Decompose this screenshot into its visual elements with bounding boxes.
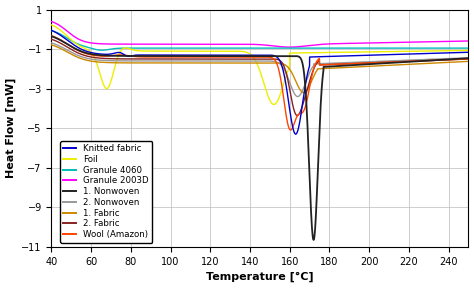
2. Nonwoven — [96, 58, 102, 62]
Line: Wool (Amazon): Wool (Amazon) — [52, 36, 468, 130]
Foil — [121, 47, 127, 50]
Granule 4060 — [121, 46, 127, 50]
2. Fabric — [457, 58, 463, 61]
Granule 2003D — [457, 39, 463, 43]
2. Nonwoven — [413, 58, 419, 62]
Foil — [271, 103, 277, 106]
Knitted fabric — [49, 29, 55, 32]
2. Nonwoven — [295, 95, 301, 98]
Foil — [96, 69, 102, 72]
2. Nonwoven — [465, 56, 471, 60]
Knitted fabric — [121, 53, 127, 56]
1. Fabric — [301, 91, 307, 94]
Granule 4060 — [209, 46, 214, 50]
Granule 4060 — [457, 46, 463, 50]
Line: Knitted fabric: Knitted fabric — [52, 30, 468, 134]
2. Fabric — [227, 57, 232, 61]
2. Fabric — [49, 37, 55, 41]
Wool (Amazon) — [121, 53, 127, 57]
1. Fabric — [121, 61, 127, 65]
Granule 2003D — [465, 39, 471, 43]
2. Nonwoven — [457, 56, 463, 60]
1. Nonwoven — [96, 53, 102, 57]
Granule 4060 — [413, 46, 419, 50]
Knitted fabric — [227, 53, 232, 57]
2. Fabric — [96, 56, 102, 60]
Foil — [209, 49, 214, 53]
Foil — [413, 50, 419, 53]
2. Fabric — [465, 57, 471, 61]
1. Nonwoven — [121, 54, 127, 58]
Foil — [49, 23, 55, 27]
Granule 2003D — [287, 46, 292, 49]
Granule 2003D — [121, 42, 127, 46]
1. Nonwoven — [311, 238, 317, 242]
Wool (Amazon) — [49, 34, 55, 37]
Wool (Amazon) — [288, 128, 293, 132]
Line: 2. Nonwoven: 2. Nonwoven — [52, 43, 468, 96]
2. Nonwoven — [121, 59, 127, 62]
Line: Granule 4060: Granule 4060 — [52, 31, 468, 50]
Granule 4060 — [465, 46, 471, 50]
Knitted fabric — [209, 53, 214, 57]
1. Nonwoven — [413, 60, 419, 63]
Granule 2003D — [413, 40, 419, 44]
1. Fabric — [209, 61, 214, 65]
1. Nonwoven — [209, 54, 214, 58]
Knitted fabric — [457, 51, 463, 54]
Line: 1. Fabric: 1. Fabric — [52, 45, 468, 93]
Granule 4060 — [49, 29, 55, 33]
1. Nonwoven — [465, 56, 471, 60]
Wool (Amazon) — [413, 59, 419, 63]
1. Fabric — [49, 43, 55, 47]
2. Fabric — [121, 57, 127, 61]
Granule 4060 — [99, 48, 105, 52]
Foil — [457, 49, 463, 52]
Wool (Amazon) — [209, 55, 214, 59]
Knitted fabric — [465, 50, 471, 54]
Knitted fabric — [96, 52, 102, 56]
1. Fabric — [96, 60, 102, 64]
1. Nonwoven — [457, 57, 463, 60]
1. Fabric — [227, 61, 232, 65]
2. Fabric — [413, 59, 419, 63]
Line: 1. Nonwoven: 1. Nonwoven — [52, 36, 468, 240]
2. Nonwoven — [209, 59, 214, 63]
2. Nonwoven — [227, 59, 232, 63]
Line: Granule 2003D: Granule 2003D — [52, 22, 468, 47]
Granule 2003D — [49, 20, 55, 23]
Wool (Amazon) — [457, 58, 463, 61]
Granule 2003D — [96, 42, 102, 46]
Y-axis label: Heat Flow [mW]: Heat Flow [mW] — [6, 78, 16, 178]
Wool (Amazon) — [227, 55, 232, 59]
1. Fabric — [457, 60, 463, 63]
Foil — [465, 49, 471, 52]
2. Fabric — [209, 57, 214, 61]
1. Nonwoven — [49, 35, 55, 38]
Wool (Amazon) — [465, 57, 471, 61]
2. Nonwoven — [49, 41, 55, 45]
1. Fabric — [465, 60, 471, 63]
Granule 2003D — [209, 42, 214, 46]
Line: Foil: Foil — [52, 25, 468, 105]
Foil — [227, 49, 232, 53]
Line: 2. Fabric: 2. Fabric — [52, 39, 468, 115]
Knitted fabric — [293, 132, 299, 136]
Knitted fabric — [413, 52, 419, 56]
X-axis label: Temperature [°C]: Temperature [°C] — [206, 272, 314, 283]
Granule 4060 — [227, 46, 232, 50]
1. Nonwoven — [227, 54, 232, 58]
2. Fabric — [294, 114, 300, 117]
Wool (Amazon) — [96, 54, 102, 58]
Granule 4060 — [96, 48, 102, 52]
1. Fabric — [413, 62, 419, 66]
Granule 2003D — [227, 42, 232, 46]
Legend: Knitted fabric, Foil, Granule 4060, Granule 2003D, 1. Nonwoven, 2. Nonwoven, 1. : Knitted fabric, Foil, Granule 4060, Gran… — [60, 141, 152, 242]
